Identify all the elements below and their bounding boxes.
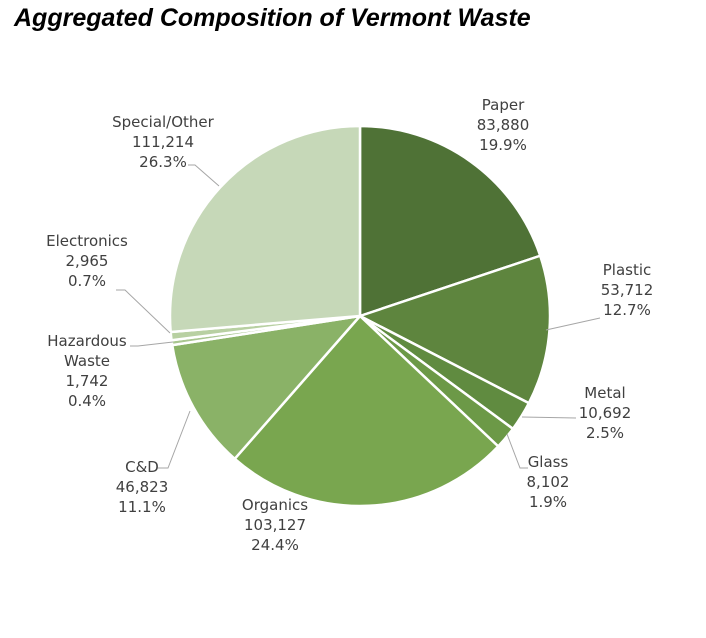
- data-label-special-other: Special/Other 111,214 26.3%: [112, 113, 215, 171]
- data-labels: Paper 83,880 19.9% Plastic 53,712 12.7% Metal 1…: [46, 96, 653, 554]
- data-label-metal: Metal 10,692 2.5%: [579, 384, 632, 442]
- pie-slice-c-d: [171, 314, 362, 461]
- data-label-glass: Glass 8,102 1.9%: [527, 453, 570, 511]
- leader-line-c-d: [158, 410, 191, 469]
- data-label-electronics: Electronics 2,965 0.7%: [46, 232, 128, 290]
- pie-slice-plastic: [358, 254, 552, 405]
- pie-slice-paper: [358, 124, 542, 318]
- leader-line-plastic: [545, 317, 601, 331]
- leader-line-metal: [521, 416, 577, 419]
- leader-line-glass: [506, 433, 528, 469]
- chart-title: Aggregated Composition of Vermont Waste: [14, 4, 531, 32]
- pie-slices: [168, 124, 552, 508]
- leader-line-electronics: [116, 289, 171, 334]
- pie-slice-special-other: [168, 124, 362, 334]
- data-label-paper: Paper 83,880 19.9%: [477, 96, 530, 154]
- pie-slice-organics: [233, 314, 500, 508]
- leader-line-hazardous-waste: [130, 341, 174, 347]
- leader-line-special-other: [188, 164, 220, 187]
- data-label-hazardous-waste: Hazardous Waste 1,742 0.4%: [47, 332, 127, 410]
- leader-lines: [116, 164, 601, 469]
- data-label-c-d: C&D 46,823 11.1%: [116, 458, 169, 516]
- data-label-organics: Organics 103,127 24.4%: [242, 496, 308, 554]
- data-label-plastic: Plastic 53,712 12.7%: [601, 261, 654, 319]
